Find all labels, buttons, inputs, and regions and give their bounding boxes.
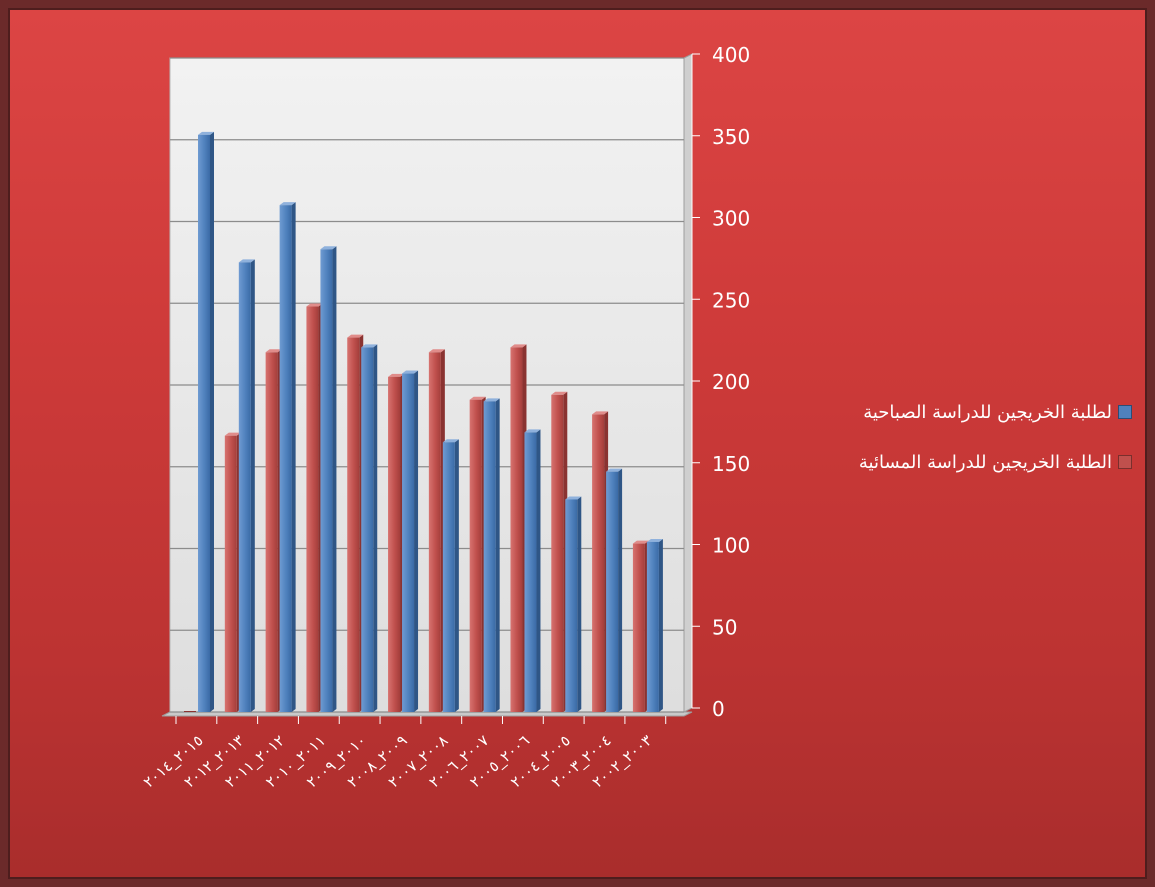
- bar-morning: [646, 541, 659, 712]
- legend-item-evening: الطلبة الخريجين للدراسة المسائية: [780, 447, 1132, 477]
- legend-label-morning: لطلبة الخريجين للدراسة الصباحية: [863, 401, 1112, 423]
- bar-evening: [388, 376, 401, 712]
- y-tick-label: 50: [712, 615, 737, 639]
- bar-evening-top: [388, 373, 405, 377]
- bar-morning-side: [577, 496, 582, 712]
- bar-morning-top: [198, 131, 214, 135]
- legend-label-evening: الطلبة الخريجين للدراسة المسائية: [858, 451, 1112, 473]
- bar-evening-top: [428, 349, 445, 353]
- bar-morning-top: [238, 259, 255, 263]
- bar-morning-side: [332, 246, 337, 713]
- bar-evening: [184, 711, 196, 712]
- bar-evening: [265, 352, 278, 712]
- bar-evening-top: [551, 391, 568, 395]
- bar-evening: [551, 394, 564, 712]
- bar-evening: [224, 435, 237, 712]
- bar-morning-top: [442, 439, 459, 443]
- bar-morning: [320, 249, 333, 713]
- bar-morning-top: [606, 468, 623, 472]
- y-tick-label: 200: [712, 370, 750, 394]
- bar-morning: [483, 401, 496, 712]
- bar-evening-top: [592, 411, 609, 415]
- bar-morning-side: [658, 538, 663, 712]
- legend-swatch-evening: [1118, 455, 1132, 469]
- bar-morning-top: [483, 398, 500, 402]
- bar-evening: [469, 399, 482, 712]
- bar-morning-side: [414, 370, 419, 712]
- bar-morning-side: [618, 468, 623, 712]
- bar-morning-side: [495, 398, 500, 712]
- bar-morning-side: [536, 429, 541, 712]
- bar-morning: [198, 134, 210, 713]
- y-tick-label: 400: [712, 43, 750, 67]
- bar-evening-top: [224, 432, 241, 436]
- bar-morning-top: [402, 370, 419, 374]
- bar-morning: [279, 205, 292, 712]
- bar-morning-side: [291, 202, 296, 712]
- plot-area: 050100150200250300350400٢٠١٥_٢٠١٤٢٠١٣_٢٠…: [140, 43, 750, 792]
- bar-evening: [347, 337, 360, 712]
- bar-morning-top: [565, 496, 582, 500]
- bar-evening-top: [469, 396, 486, 400]
- bar-evening-top: [510, 344, 527, 348]
- y-tick-label: 150: [712, 452, 750, 476]
- bar-evening: [510, 347, 523, 712]
- bar-morning-side: [373, 344, 378, 712]
- y-tick-label: 100: [712, 534, 750, 558]
- bar-morning: [524, 432, 537, 712]
- bar-morning: [402, 373, 415, 712]
- legend-swatch-morning: [1118, 405, 1132, 419]
- bar-morning: [238, 262, 251, 712]
- legend: لطلبة الخريجين للدراسة الصباحية الطلبة ا…: [780, 397, 1132, 497]
- bar-morning-top: [524, 429, 541, 433]
- legend-item-morning: لطلبة الخريجين للدراسة الصباحية: [780, 397, 1132, 427]
- bar-evening-top: [306, 303, 323, 307]
- bar-evening-top: [347, 334, 364, 338]
- bar-evening: [592, 414, 605, 712]
- bar-morning-side: [250, 259, 255, 712]
- bar-morning-top: [279, 202, 296, 206]
- bar-morning: [606, 471, 619, 712]
- y-tick-label: 0: [712, 697, 725, 721]
- plot-side-wall: [683, 53, 693, 713]
- bar-morning-top: [361, 344, 378, 348]
- bar-evening-top: [632, 540, 649, 544]
- bar-evening: [306, 306, 319, 712]
- y-tick-label: 250: [712, 288, 750, 312]
- bar-evening: [632, 543, 645, 712]
- plot-floor: [161, 711, 693, 717]
- bar-evening: [428, 352, 441, 712]
- bar-morning: [361, 347, 374, 712]
- bar-morning-side: [454, 439, 459, 712]
- y-tick-label: 350: [712, 125, 750, 149]
- bar-morning-side: [210, 131, 214, 713]
- bar-morning: [565, 499, 578, 712]
- bar-morning-top: [646, 538, 663, 542]
- bar-morning-top: [320, 246, 337, 250]
- bar-morning: [442, 442, 455, 712]
- y-tick-label: 300: [712, 207, 750, 231]
- bar-evening-top: [265, 349, 282, 353]
